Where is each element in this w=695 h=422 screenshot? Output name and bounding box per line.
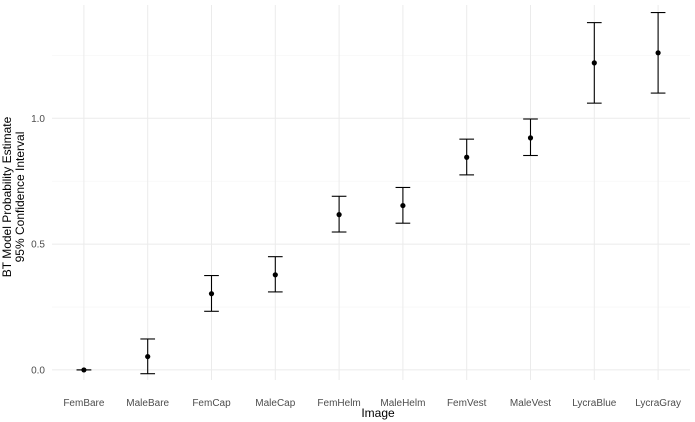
data-point-group [459, 138, 475, 176]
estimate-point [591, 60, 597, 66]
x-tick-label: LycraGray [635, 398, 681, 409]
estimate-point [527, 135, 534, 141]
data-point-group [395, 186, 411, 224]
data-point-group [331, 195, 347, 233]
estimate-point [208, 291, 215, 297]
x-axis-title: Image [361, 406, 395, 420]
estimate-point [464, 154, 470, 160]
x-tick-label: MaleBare [126, 398, 169, 409]
data-point-group [523, 118, 538, 157]
estimate-point [81, 367, 87, 373]
data-point-group [76, 367, 92, 373]
x-tick-label: MaleCap [255, 398, 295, 409]
y-axis-ticks: 0.0 0.5 1.0 [31, 114, 45, 377]
estimate-point [400, 202, 406, 209]
y-axis-title-line-1: BT Model Probability Estimate [0, 116, 14, 277]
y-tick-label: 0.5 [31, 240, 45, 251]
x-tick-label: LycraBlue [572, 398, 617, 409]
data-point-group [140, 338, 156, 375]
x-axis-ticks: FemBare MaleBare FemCap MaleCap FemHelm MaleH… [63, 398, 681, 409]
grid [52, 5, 690, 380]
data-point-group [204, 275, 219, 312]
x-tick-label: FemVest [447, 398, 487, 409]
x-tick-label: FemCap [192, 398, 231, 409]
estimate-point [145, 353, 151, 360]
estimate-point [272, 272, 278, 278]
y-tick-label: 0.0 [31, 365, 45, 376]
x-tick-label: FemBare [63, 398, 105, 409]
data-point-group [586, 22, 602, 104]
x-tick-label: FemHelm [317, 398, 360, 409]
x-tick-label: MaleVest [510, 398, 551, 409]
data-point-group [267, 256, 283, 293]
data-point-group [650, 12, 666, 94]
estimate-point [336, 212, 342, 218]
y-axis-title-line-2: 95% Confidence Interval [13, 132, 27, 263]
x-tick-label: MaleHelm [380, 398, 425, 409]
estimate-point [655, 50, 661, 56]
y-tick-label: 1.0 [31, 114, 45, 125]
chart-marks [76, 12, 666, 375]
